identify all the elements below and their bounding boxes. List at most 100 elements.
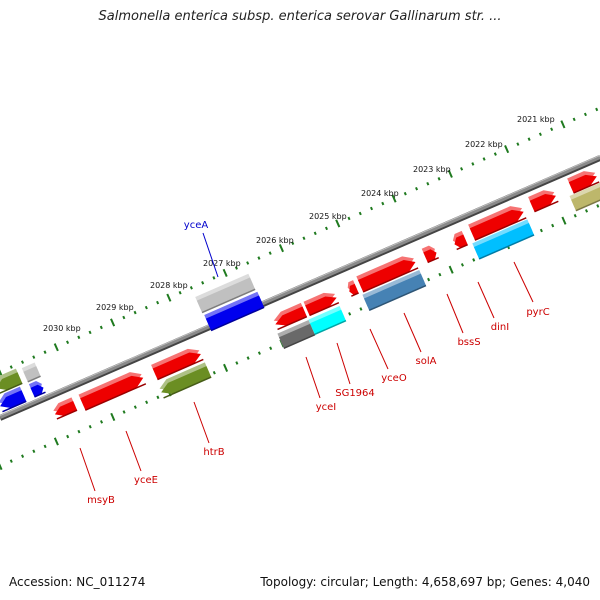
outer-scale-tick (166, 293, 172, 302)
gene-feature-shadow (474, 217, 527, 241)
gene-feature-body (423, 249, 437, 263)
gene-feature (468, 206, 527, 241)
outer-scale-tick (583, 112, 587, 117)
gene-feature-shadow (351, 292, 359, 297)
gene-feature-shadow (34, 391, 46, 398)
outer-scale-tick (99, 325, 103, 330)
gene-feature-shadow (534, 200, 559, 213)
outer-scale-tick (88, 330, 92, 335)
scale-label: 2022 kbp (465, 140, 503, 149)
inner-scale-tick (257, 351, 261, 355)
gene-feature-body (529, 193, 556, 212)
outer-scale-tick (302, 236, 306, 241)
outer-scale-tick (426, 181, 430, 186)
outer-scale-tick (347, 216, 351, 221)
inner-scale-tick (0, 463, 3, 471)
outer-scale-tick (538, 132, 542, 136)
gene-feature (277, 320, 316, 349)
inner-scale-tick (223, 363, 229, 372)
inner-scale-tick (573, 213, 577, 218)
gene-feature-shadow (314, 320, 347, 335)
outer-scale-tick (335, 219, 341, 228)
outer-scale-tick (122, 315, 126, 320)
gene-leader-line (305, 356, 321, 399)
scale-label: 2030 kbp (43, 324, 81, 333)
gene-label: yceA (184, 220, 209, 231)
gene-feature-body (571, 185, 600, 211)
gene-feature-body (454, 234, 468, 248)
outer-scale-tick (246, 261, 250, 265)
gene-feature-shadow (573, 181, 600, 194)
gene-feature (151, 348, 204, 381)
outer-scale-tick (595, 107, 599, 112)
gene-feature-body (473, 223, 535, 259)
inner-scale-tick (438, 272, 442, 277)
outer-scale-tick (482, 157, 486, 161)
backbone (0, 155, 600, 419)
gene-feature-body (80, 375, 144, 411)
outer-scale-tick (144, 305, 148, 310)
gene-leader-line (79, 447, 96, 492)
outer-scale-tick (447, 169, 453, 178)
outer-scale-tick (110, 318, 116, 327)
gene-feature (28, 381, 46, 398)
outer-scale-tick (43, 350, 47, 354)
outer-scale-tick (437, 177, 441, 181)
outer-scale-tick (66, 340, 70, 345)
gene-label: SG1964 (335, 388, 375, 399)
outer-scale-tick (9, 365, 13, 369)
inner-scale-tick (427, 277, 431, 282)
gene-feature-body (469, 209, 524, 241)
gene-feature (273, 302, 308, 331)
inner-scale-tick (539, 228, 543, 233)
outer-scale-tick (493, 152, 497, 156)
outer-scale-tick (516, 142, 520, 146)
outer-scale-tick (313, 231, 317, 236)
gene-leader-line (202, 232, 219, 278)
inner-scale-tick (21, 454, 25, 458)
inner-scale-tick (235, 361, 239, 365)
inner-scale-tick (99, 420, 104, 424)
gene-feature-shadow (2, 400, 27, 413)
gene-feature-shadow (210, 306, 265, 332)
scale-label: 2023 kbp (413, 165, 451, 174)
gene-feature-body (196, 277, 256, 313)
scale-label: 2025 kbp (309, 212, 347, 221)
inner-scale-tick (596, 204, 600, 208)
inner-scale-tick (145, 400, 149, 404)
gene-feature-body (349, 283, 359, 296)
gene-feature-shadow (163, 376, 212, 399)
inner-scale-tick (53, 437, 59, 446)
inner-scale-tick (77, 429, 81, 434)
outer-scale-tick (189, 286, 193, 290)
gene-feature-shadow (201, 288, 256, 314)
gene-leader-line (336, 342, 351, 385)
outer-scale-tick (550, 127, 554, 132)
gene-feature-body (363, 273, 427, 311)
gene-feature (528, 190, 559, 213)
gene-feature-body (205, 295, 265, 331)
gene-feature (308, 306, 347, 335)
inner-scale-tick (110, 412, 116, 422)
gene-feature-body (568, 174, 597, 194)
inner-scale-tick (133, 405, 137, 409)
outer-scale-tick (53, 343, 59, 352)
outer-scale-tick (403, 191, 407, 196)
outer-scale-tick (20, 360, 25, 364)
gene-leader-line (403, 312, 422, 353)
inner-scale-tick (269, 346, 273, 351)
gene-feature (567, 171, 600, 194)
gene-feature (78, 372, 147, 411)
outer-scale-tick (77, 335, 81, 340)
scale-label: 2021 kbp (517, 115, 555, 124)
gene-label: yceE (134, 475, 158, 486)
outer-scale-tick (460, 167, 464, 171)
scale-label: 2029 kbp (96, 303, 134, 312)
gene-label: htrB (203, 447, 224, 458)
gene-feature (421, 245, 439, 264)
outer-scale-tick (257, 256, 261, 260)
inner-scale-tick (246, 356, 250, 360)
gene-label: bssS (457, 337, 480, 348)
gene-leader-line (193, 401, 210, 444)
